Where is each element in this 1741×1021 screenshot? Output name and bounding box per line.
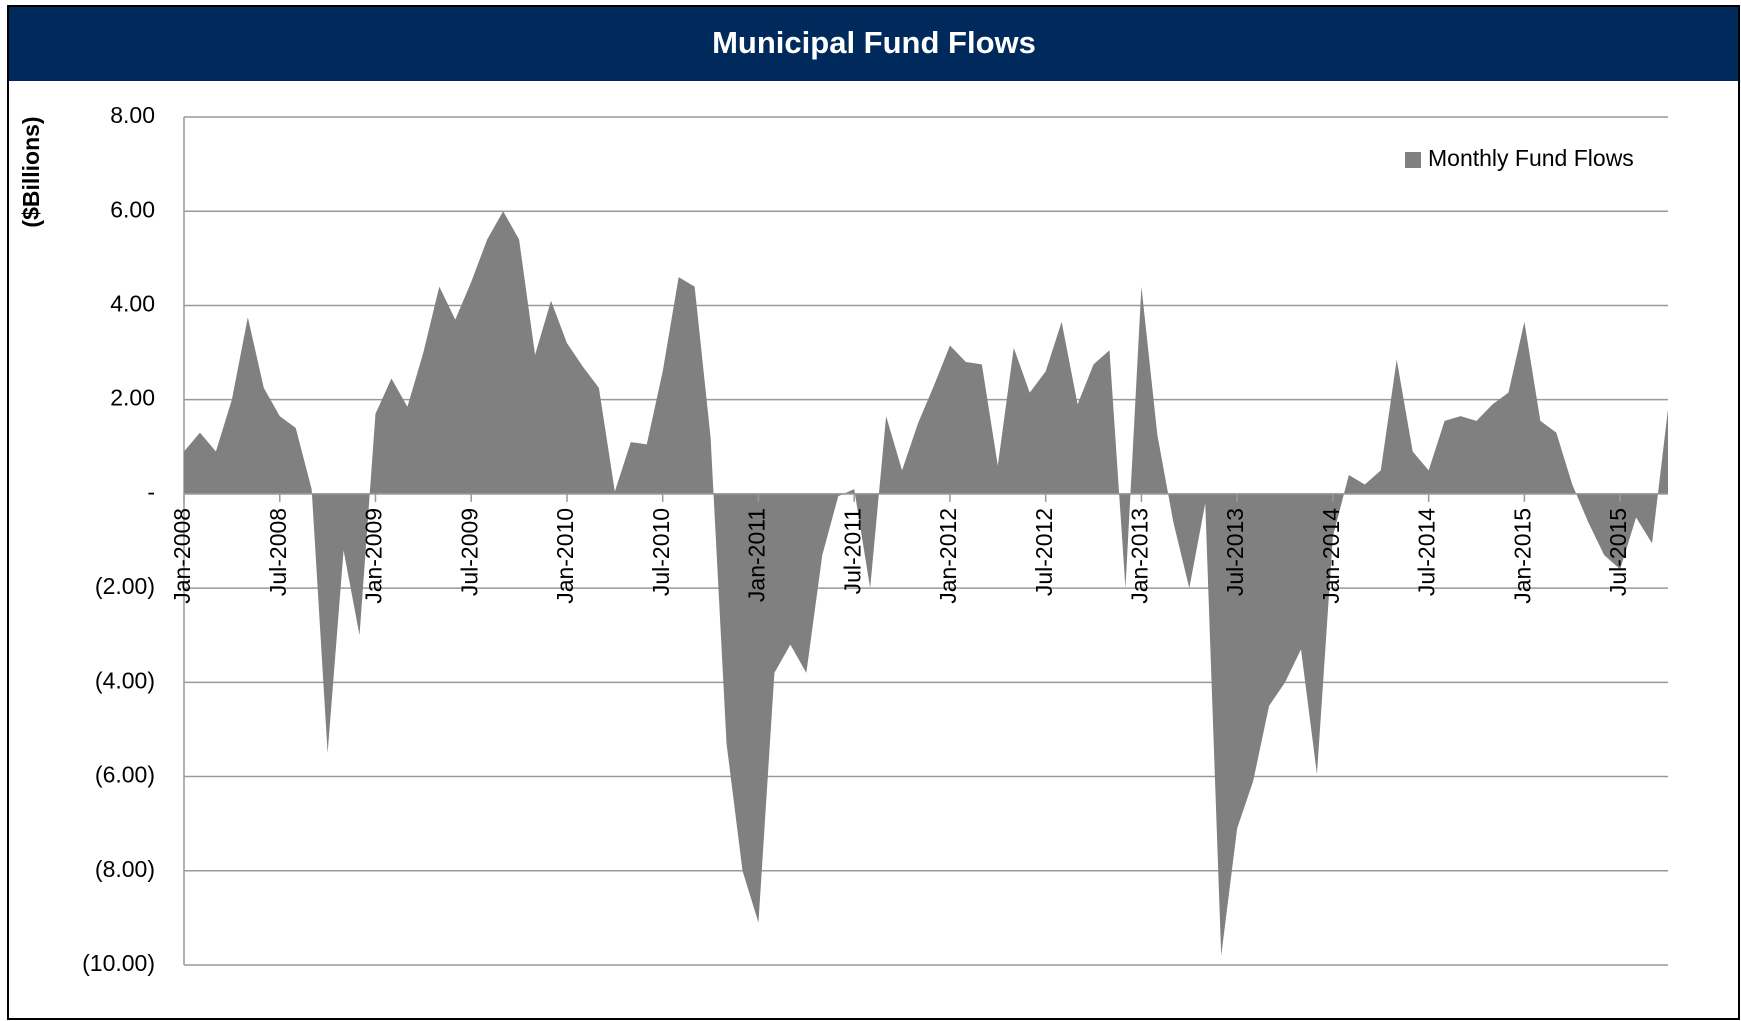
chart-title: Municipal Fund Flows (712, 25, 1036, 60)
x-tick-label: Jul-2011 (839, 508, 865, 595)
x-tick-label: Jan-2014 (1318, 508, 1344, 604)
y-tick-label: 4.00 (110, 291, 155, 317)
x-tick-label: Jul-2013 (1222, 508, 1248, 596)
y-tick-label: 2.00 (110, 385, 155, 411)
x-tick-label: Jan-2008 (169, 508, 195, 604)
x-tick-label: Jan-2011 (744, 508, 770, 602)
x-tick-label: Jan-2009 (361, 508, 387, 604)
y-axis-label: ($Billions) (18, 116, 44, 227)
y-tick-label: (4.00) (95, 667, 155, 693)
legend-swatch (1405, 152, 1421, 168)
legend-label: Monthly Fund Flows (1428, 145, 1634, 171)
y-tick-label: (6.00) (95, 762, 155, 788)
x-tick-label: Jul-2010 (648, 508, 674, 596)
y-tick-label: - (147, 479, 155, 505)
x-tick-label: Jul-2014 (1414, 508, 1440, 596)
x-tick-label: Jan-2015 (1509, 508, 1535, 604)
y-tick-label: (8.00) (95, 856, 155, 882)
x-tick-label: Jul-2012 (1031, 508, 1057, 596)
y-tick-label: 8.00 (110, 102, 155, 128)
title-bar (9, 7, 1738, 81)
x-tick-label: Jul-2009 (456, 508, 482, 596)
y-tick-label: 6.00 (110, 196, 155, 222)
y-tick-label: (10.00) (82, 950, 155, 976)
x-tick-label: Jul-2008 (265, 508, 291, 596)
x-tick-label: Jul-2015 (1605, 508, 1631, 596)
area (184, 211, 1668, 956)
x-tick-label: Jan-2012 (935, 508, 961, 604)
x-tick-label: Jan-2013 (1126, 508, 1152, 604)
x-tick-label: Jan-2010 (552, 508, 578, 604)
y-tick-label: (2.00) (95, 573, 155, 599)
